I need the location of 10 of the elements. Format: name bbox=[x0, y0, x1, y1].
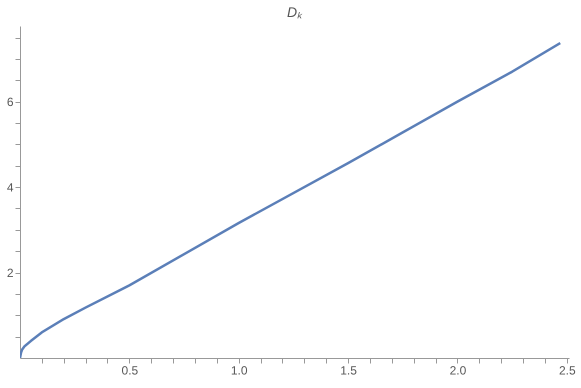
y-tick-label: 4 bbox=[6, 180, 14, 195]
y-tick-label: 6 bbox=[6, 95, 14, 110]
line-series bbox=[20, 42, 562, 358]
x-tick-label: 1.5 bbox=[340, 364, 358, 378]
x-tick-label: 2.0 bbox=[450, 364, 467, 378]
x-tick-label: 1.0 bbox=[230, 364, 248, 378]
x-tick-label: 2.5 bbox=[558, 364, 576, 378]
y-tick-label: 2 bbox=[6, 266, 14, 280]
chart-title: Dₖ bbox=[286, 4, 304, 20]
x-tick-label: 0.5 bbox=[122, 364, 139, 378]
